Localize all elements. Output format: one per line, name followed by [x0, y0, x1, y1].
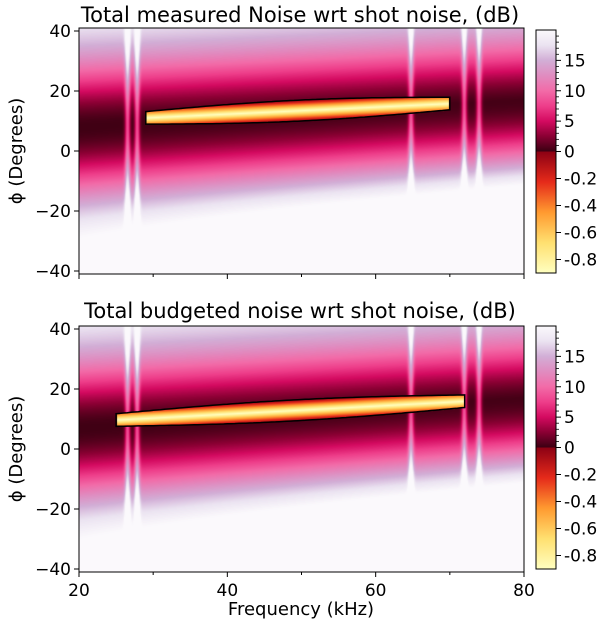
y-tick-label: −20 — [35, 500, 71, 520]
panel-budgeted-title: Total budgeted noise wrt shot noise, (dB… — [83, 299, 516, 323]
colorbar-rect — [535, 325, 557, 570]
colorbar-tick-label: -0.6 — [564, 224, 597, 244]
colorbar-tick-label: 10 — [564, 378, 586, 398]
colorbar-tick-label: 15 — [564, 51, 586, 71]
panel-measured-heatmap — [79, 28, 524, 274]
panel-budgeted: Total budgeted noise wrt shot noise, (dB… — [6, 299, 597, 620]
colorbar-tick-label: 0 — [564, 143, 575, 163]
x-tick-label: 40 — [217, 581, 239, 601]
squeezing-contour — [145, 96, 451, 125]
colorbar-tick-label: -0.4 — [564, 197, 597, 217]
colorbar-tick-label: 15 — [564, 347, 586, 367]
panel-measured-xticks — [78, 274, 525, 279]
panel-budgeted-colorbar: 15 10 5 0 -0.2 -0.4 -0.6 -0.8 — [535, 325, 597, 570]
panel-budgeted-xlabel: Frequency (kHz) — [228, 599, 374, 620]
colorbar-tick-label: 10 — [564, 82, 586, 102]
y-tick-label: 40 — [49, 22, 71, 42]
y-tick-label: 40 — [49, 320, 71, 340]
panel-budgeted-ylabel: ϕ (Degrees) — [6, 396, 27, 503]
panel-measured-ylabel: ϕ (Degrees) — [6, 98, 27, 205]
squeezing-contour — [115, 394, 466, 428]
colorbar-tick-label: 5 — [564, 112, 575, 132]
panel-measured-title: Total measured Noise wrt shot noise, (dB… — [80, 3, 519, 27]
x-tick-label: 80 — [513, 581, 535, 601]
y-tick-label: 20 — [49, 380, 71, 400]
panel-budgeted-xticks: 20 40 60 80 — [68, 572, 535, 601]
x-tick-label: 60 — [365, 581, 387, 601]
y-tick-label: −40 — [35, 262, 71, 282]
panel-measured: Total measured Noise wrt shot noise, (dB… — [6, 3, 597, 282]
colorbar-tick-label: 0 — [564, 439, 575, 459]
y-tick-label: −40 — [35, 560, 71, 580]
colorbar-tick-label: -0.8 — [564, 251, 597, 271]
colorbar-rect — [535, 29, 557, 274]
panel-measured-colorbar: 15 10 5 0 -0.2 -0.4 -0.6 -0.8 — [535, 29, 597, 274]
heatmap-image — [79, 326, 524, 572]
x-tick-label: 20 — [68, 581, 90, 601]
y-tick-label: 0 — [60, 440, 71, 460]
heatmap-image — [79, 28, 524, 274]
colorbar-tick-label: -0.8 — [564, 547, 597, 567]
panel-measured-yticks: 40 20 0 −20 −40 — [35, 22, 79, 282]
y-tick-label: 20 — [49, 82, 71, 102]
colorbar-tick-label: -0.2 — [564, 466, 597, 486]
colorbar-tick-label: -0.2 — [564, 170, 597, 190]
y-tick-label: −20 — [35, 202, 71, 222]
panel-budgeted-heatmap — [79, 326, 524, 572]
colorbar-tick-label: -0.6 — [564, 520, 597, 540]
panel-budgeted-yticks: 40 20 0 −20 −40 — [35, 320, 79, 580]
colorbar-tick-label: -0.4 — [564, 493, 597, 513]
colorbar-tick-label: 5 — [564, 408, 575, 428]
y-tick-label: 0 — [60, 142, 71, 162]
